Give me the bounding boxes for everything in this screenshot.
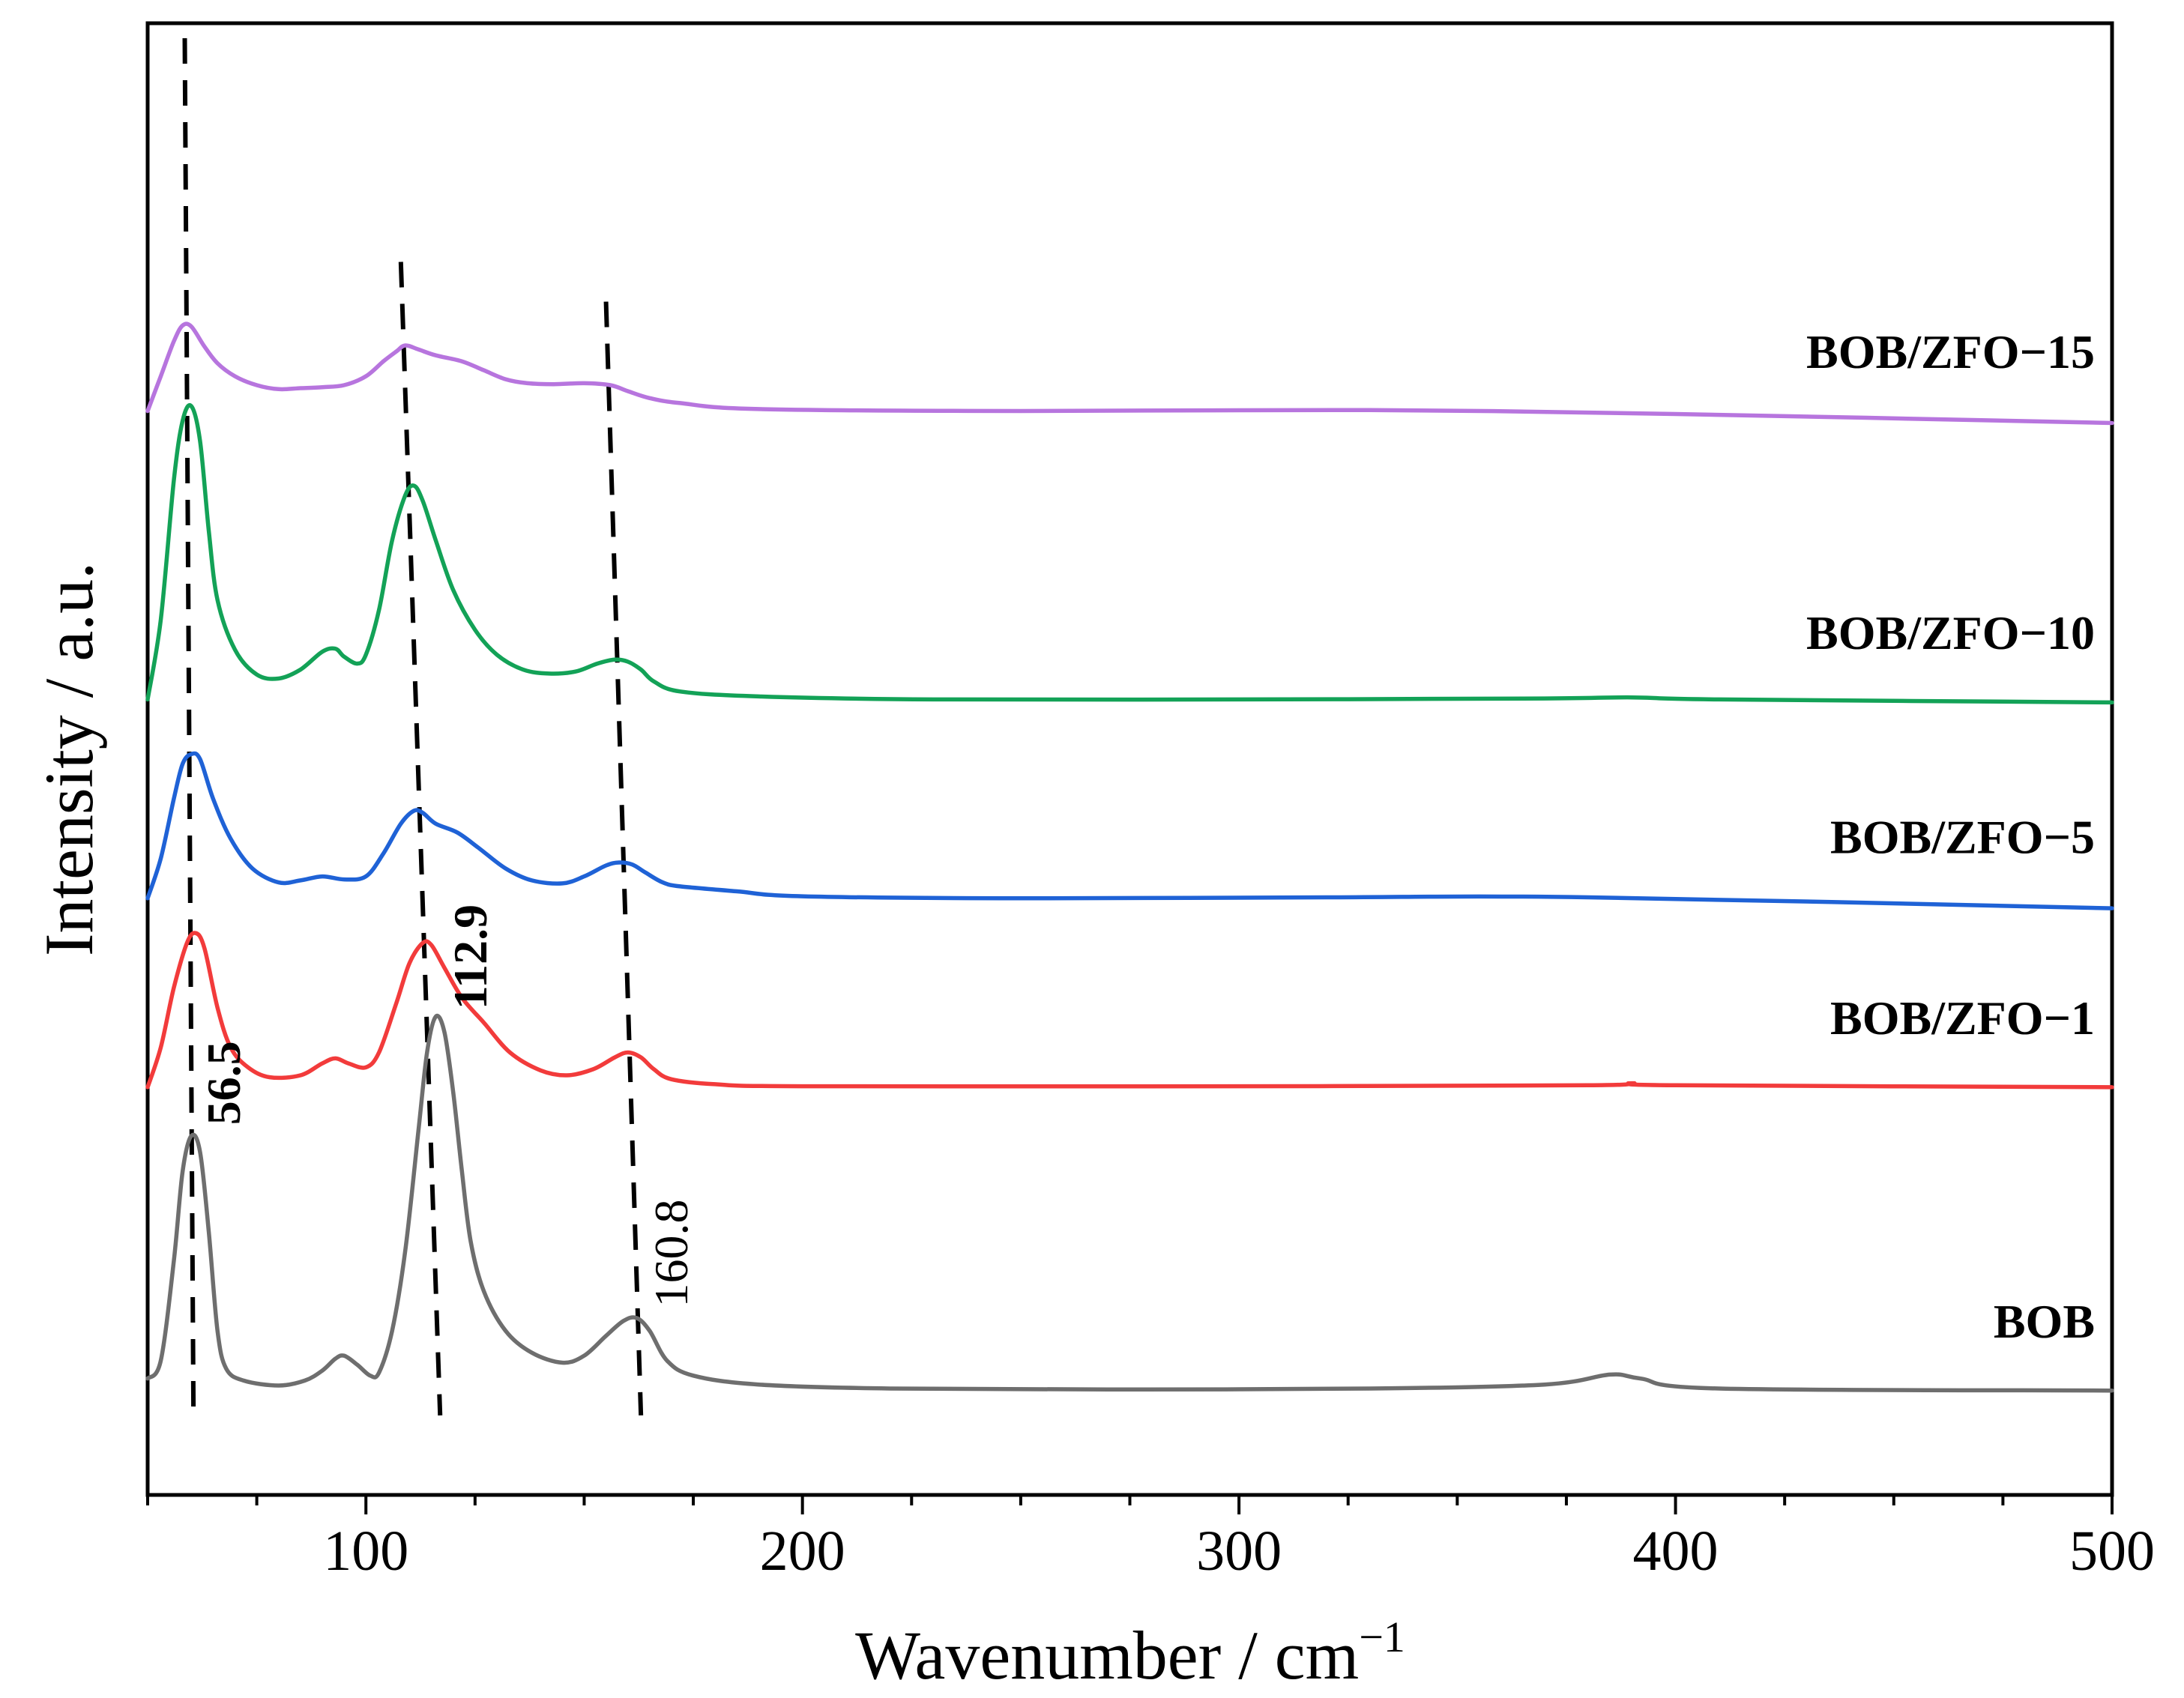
x-tick-label-300: 300 (1196, 1520, 1282, 1583)
x-axis-title-main: Wavenumber / cm (855, 1617, 1359, 1694)
series-label-bob-zfo-5: BOB/ZFO−5 (1830, 810, 2095, 863)
peak-label-112-9: 112.9 (444, 904, 497, 1009)
series-label-bob-zfo-15: BOB/ZFO−15 (1806, 325, 2095, 378)
x-tick-label-500: 500 (2069, 1520, 2155, 1583)
series-label-bob-zfo-1: BOB/ZFO−1 (1830, 991, 2095, 1045)
series-label-bob: BOB (1994, 1295, 2095, 1348)
peak-guide-112-9 (398, 262, 443, 1415)
peak-labels: 56.5 112.9 160.8 (197, 904, 698, 1308)
peak-guide-160-8 (603, 301, 644, 1415)
series-labels: BOB BOB/ZFO−1 BOB/ZFO−5 BOB/ZFO−10 BOB/ZFO−1… (1806, 325, 2095, 1348)
y-axis-title: Intensity / a.u. (31, 562, 107, 956)
x-tick-label-100: 100 (323, 1520, 408, 1583)
series-line-bob-zfo-5 (145, 751, 2114, 910)
peak-label-160-8: 160.8 (645, 1200, 698, 1308)
peak-guide-lines (182, 37, 644, 1415)
x-axis-title-exponent: −1 (1359, 1613, 1405, 1661)
x-axis-title: Wavenumber / cm−1 (855, 1613, 1405, 1694)
spectra-series (145, 321, 2114, 1393)
plot-frame (145, 21, 2114, 1497)
peak-label-56-5: 56.5 (197, 1041, 250, 1125)
series-line-bob-zfo-15 (145, 321, 2114, 426)
series-line-bob (145, 1013, 2114, 1393)
series-line-bob-zfo-1 (145, 931, 2114, 1090)
x-tick-label-200: 200 (760, 1520, 845, 1583)
series-label-bob-zfo-10: BOB/ZFO−10 (1806, 606, 2095, 659)
x-axis: 100 200 300 400 500 (146, 1495, 2155, 1583)
series-line-bob-zfo-10 (145, 403, 2114, 705)
peak-guide-56-5 (182, 37, 196, 1415)
x-tick-label-400: 400 (1633, 1520, 1719, 1583)
